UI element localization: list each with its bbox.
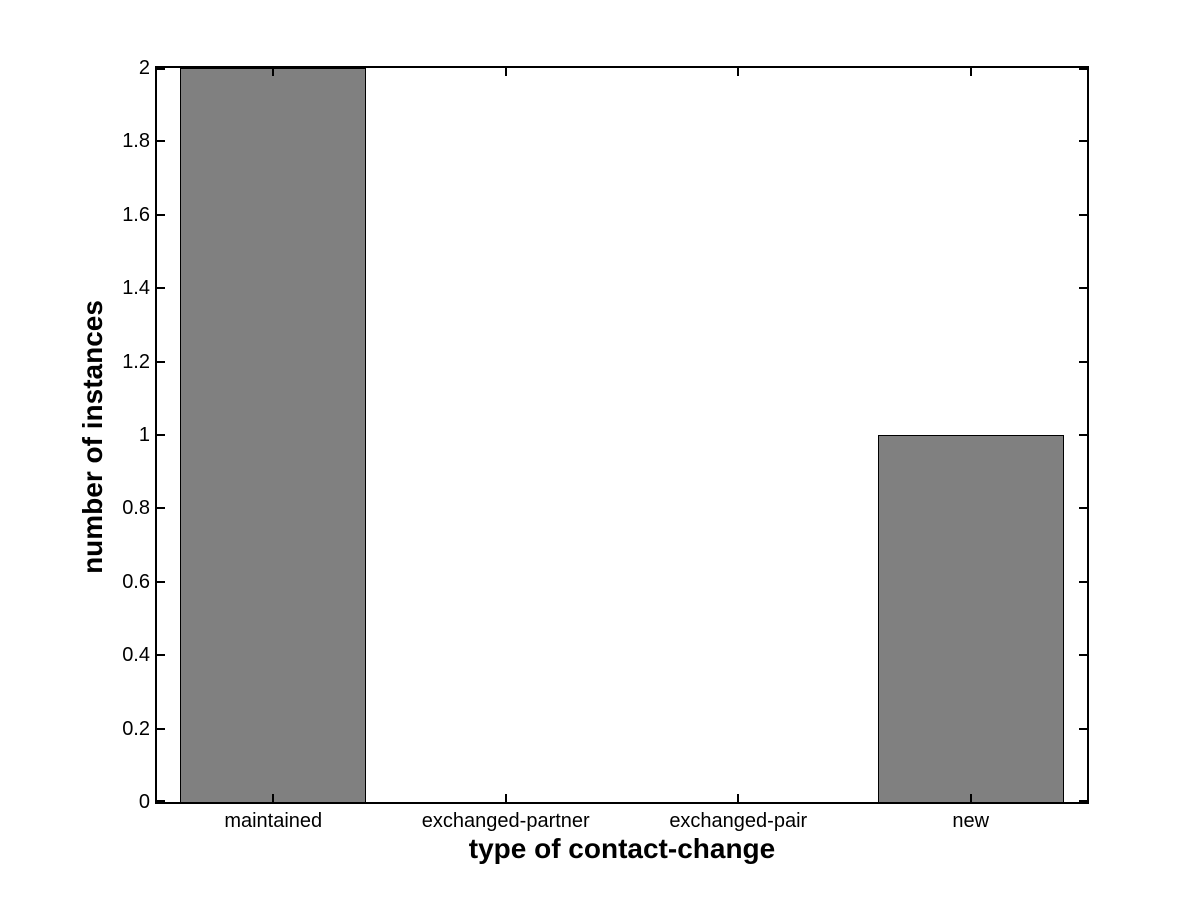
y-axis-tick: [1079, 507, 1087, 510]
x-axis-tick: [737, 794, 740, 802]
y-axis-tick: [157, 213, 165, 216]
y-axis-tick: [157, 800, 165, 802]
y-axis-tick: [157, 360, 165, 363]
y-axis-tick-label: 1.6: [122, 203, 150, 226]
y-axis-tick-label: 0.2: [122, 717, 150, 740]
y-axis-tick: [1079, 213, 1087, 216]
y-axis-tick: [1079, 140, 1087, 143]
y-axis-tick: [1079, 580, 1087, 583]
bar-new: [877, 435, 1064, 802]
x-axis-tick-label-exchanged-partner: exchanged-partner: [421, 810, 590, 832]
y-axis-tick: [1079, 654, 1087, 657]
y-axis-tick: [157, 507, 165, 510]
y-axis-tick: [1079, 360, 1087, 363]
y-axis-tick-label: 1.4: [122, 277, 150, 300]
y-axis-tick: [1079, 434, 1087, 436]
x-axis-tick: [504, 68, 507, 76]
x-axis-tick-label-exchanged-pair: exchanged-pair: [669, 810, 808, 832]
y-axis-tick-label: 1.8: [122, 130, 150, 153]
y-axis-tick: [157, 580, 165, 583]
plot-area: [155, 66, 1089, 804]
y-axis-tick: [157, 287, 165, 290]
x-axis-tick: [272, 68, 275, 76]
y-axis-tick: [157, 68, 165, 70]
y-axis-tick: [1079, 800, 1087, 802]
y-axis-tick-label: 1: [138, 424, 150, 446]
y-axis-tick-label: 1.2: [122, 350, 150, 373]
y-axis-tick: [1079, 68, 1087, 70]
x-axis-tick: [969, 794, 972, 802]
y-axis-tick: [1079, 287, 1087, 290]
y-axis-tick: [157, 434, 165, 436]
x-axis-label: type of contact-change: [468, 833, 776, 864]
x-axis-tick-label-maintained: maintained: [224, 810, 323, 832]
y-axis-tick: [157, 654, 165, 657]
x-axis-tick-label-new: new: [952, 810, 990, 832]
y-axis-tick-label: 0.8: [122, 497, 150, 520]
y-axis-tick: [1079, 727, 1087, 730]
y-axis-tick: [157, 140, 165, 143]
bar-maintained: [180, 68, 367, 802]
x-axis-tick: [504, 794, 507, 802]
y-axis-tick-label: 0.6: [122, 570, 150, 593]
x-axis-tick: [272, 794, 275, 802]
x-axis-tick: [737, 68, 740, 76]
y-axis-tick-label: 0: [138, 791, 150, 813]
y-axis-tick-label: 2: [138, 57, 150, 79]
y-axis-tick-label: 0.4: [122, 644, 150, 667]
y-axis-tick: [157, 727, 165, 730]
x-axis-tick: [969, 68, 972, 76]
